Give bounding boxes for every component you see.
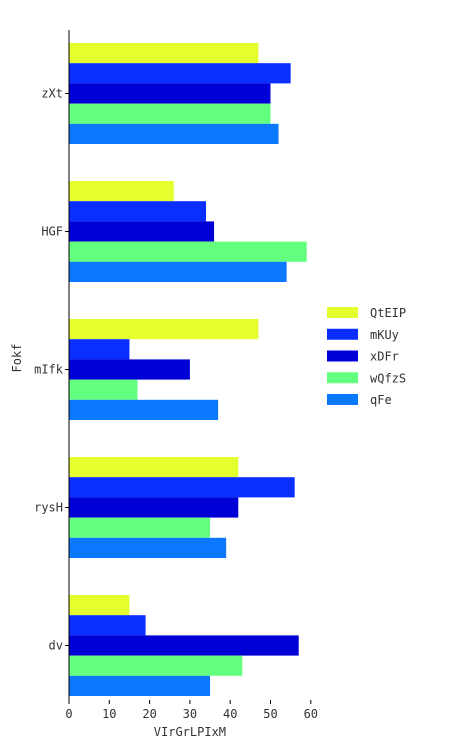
bars-group [69, 43, 307, 696]
x-tick-label: 60 [304, 707, 318, 721]
bar-rysH-mKUy [69, 477, 295, 498]
bar-dv-mKUy [69, 615, 146, 636]
bar-rysH-qFe [69, 537, 227, 558]
x-tick-label: 0 [65, 707, 72, 721]
bar-HGF-wQfzS [69, 241, 307, 262]
bar-zXt-xDFr [69, 83, 271, 104]
y-tick-label: dv [49, 639, 63, 653]
bar-rysH-xDFr [69, 497, 239, 518]
bar-HGF-QtEIP [69, 181, 174, 202]
bar-rysH-wQfzS [69, 517, 211, 538]
x-tick-label: 50 [263, 707, 277, 721]
legend-swatch-xDFr [327, 350, 358, 362]
bar-zXt-QtEIP [69, 43, 259, 64]
legend-label-mKUy: mKUy [370, 328, 399, 342]
bar-mIfk-wQfzS [69, 379, 138, 400]
bar-HGF-qFe [69, 261, 287, 282]
bar-dv-qFe [69, 675, 211, 696]
legend-swatch-wQfzS [327, 372, 358, 384]
x-tick-label: 40 [223, 707, 237, 721]
x-tick-label: 20 [142, 707, 156, 721]
x-tick-label: 30 [183, 707, 197, 721]
legend-label-wQfzS: wQfzS [370, 371, 406, 385]
bar-zXt-mKUy [69, 63, 291, 84]
x-axis-ticks: 0 10 20 30 40 50 60 [65, 700, 318, 721]
y-axis-label: Fokf [10, 344, 24, 373]
y-tick-label: HGF [41, 225, 63, 239]
bar-mIfk-mKUy [69, 339, 130, 360]
legend-swatch-QtEIP [327, 307, 358, 318]
y-tick-label: rysH [34, 501, 63, 515]
bar-zXt-qFe [69, 123, 279, 144]
bar-HGF-mKUy [69, 201, 207, 222]
bar-mIfk-QtEIP [69, 319, 259, 340]
x-tick-label: 10 [102, 707, 116, 721]
y-tick-label: zXt [41, 87, 63, 101]
bar-dv-xDFr [69, 635, 299, 656]
legend-label-QtEIP: QtEIP [370, 306, 406, 320]
legend-label-qFe: qFe [370, 393, 392, 407]
legend-label-xDFr: xDFr [370, 350, 399, 364]
bar-mIfk-qFe [69, 399, 219, 420]
legend-swatch-mKUy [327, 328, 358, 340]
bar-dv-QtEIP [69, 595, 130, 616]
y-axis-ticks: zXt HGF mIfk rysH dv [34, 87, 69, 653]
legend: QtEIP mKUy xDFr wQfzS qFe [327, 306, 406, 407]
bar-mIfk-xDFr [69, 359, 190, 380]
y-tick-label: mIfk [34, 363, 64, 377]
bar-zXt-wQfzS [69, 103, 271, 124]
bar-dv-wQfzS [69, 655, 243, 676]
legend-swatch-qFe [327, 394, 358, 405]
bar-HGF-xDFr [69, 221, 215, 242]
bar-rysH-QtEIP [69, 457, 239, 478]
x-axis-label: VIrGrLPIxM [154, 725, 226, 739]
